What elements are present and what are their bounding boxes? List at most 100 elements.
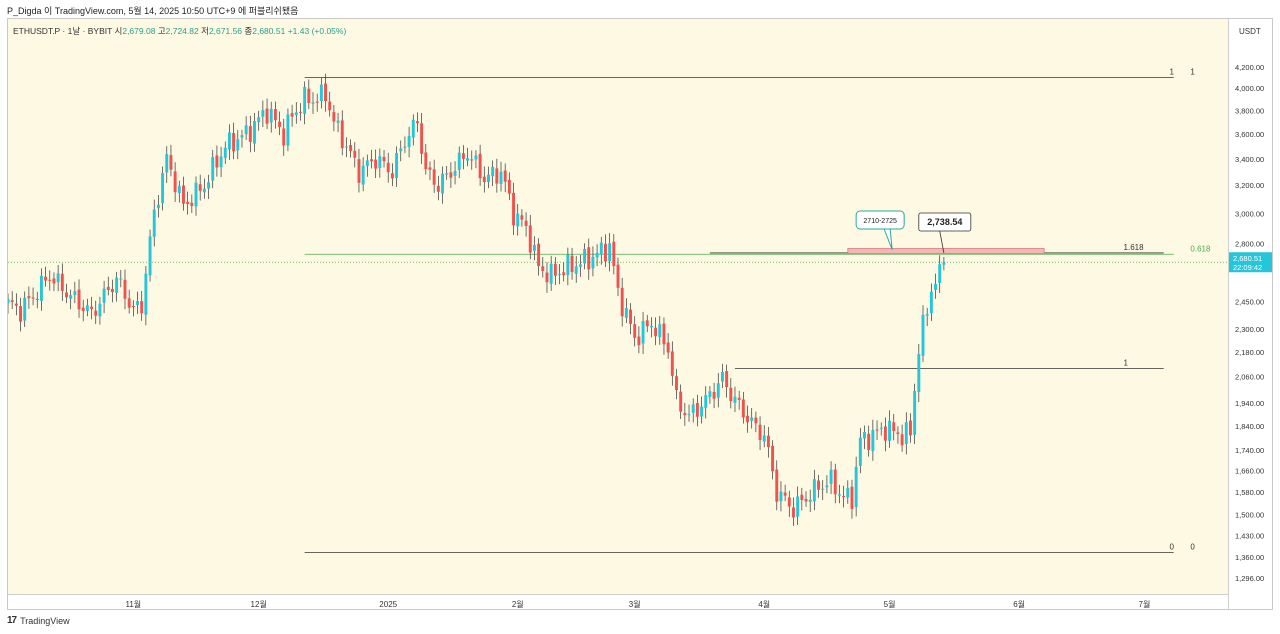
candle bbox=[750, 417, 754, 421]
price-callout-pointer bbox=[939, 230, 945, 254]
price-tick-label: 4,000.00 bbox=[1235, 84, 1264, 93]
candle bbox=[942, 262, 946, 265]
price-axis-ticks: 4,200.00 4,000.00 3,800.00 3,600.00 3,400.00… bbox=[1229, 63, 1272, 583]
candle bbox=[227, 132, 231, 150]
candle bbox=[461, 153, 465, 159]
candle bbox=[829, 469, 833, 484]
candle bbox=[424, 152, 428, 170]
candle bbox=[365, 160, 369, 167]
candle bbox=[131, 305, 135, 307]
candle bbox=[783, 492, 787, 496]
candle bbox=[746, 415, 749, 423]
candle bbox=[395, 152, 399, 178]
close-label: 종 bbox=[244, 26, 253, 36]
price-tick-label: 3,400.00 bbox=[1235, 155, 1264, 164]
candle bbox=[687, 414, 691, 416]
chart-container[interactable]: 1 1.618 1 0 1 0.618 0 2710-2725 2,738.54 ETHUSDT… bbox=[7, 18, 1273, 610]
candle bbox=[428, 167, 432, 170]
candle bbox=[106, 286, 110, 290]
candle bbox=[883, 426, 887, 441]
candle bbox=[420, 123, 424, 154]
candle bbox=[683, 413, 687, 416]
candlestick-chart[interactable]: 1 1.618 1 0 1 0.618 0 2710-2725 2,738.54 bbox=[8, 19, 1228, 594]
candle bbox=[8, 298, 10, 304]
candle bbox=[140, 301, 144, 314]
candle bbox=[532, 244, 536, 251]
zone-callout: 2710-2725 bbox=[855, 210, 905, 250]
candle bbox=[324, 83, 327, 102]
candle bbox=[19, 306, 22, 322]
candle bbox=[60, 273, 64, 291]
time-tick-label: 3월 bbox=[629, 599, 641, 609]
fib-right-label: 0.618 bbox=[1190, 244, 1211, 253]
candle bbox=[470, 159, 474, 161]
candle bbox=[169, 155, 173, 170]
time-tick-label: 11월 bbox=[126, 599, 142, 609]
candle bbox=[39, 275, 43, 301]
candle bbox=[315, 101, 319, 103]
candle bbox=[608, 243, 612, 262]
candle bbox=[662, 323, 666, 345]
candle bbox=[516, 213, 520, 227]
candle bbox=[528, 225, 532, 253]
candle bbox=[695, 402, 699, 417]
candle bbox=[211, 157, 215, 181]
time-tick-label: 7월 bbox=[1139, 599, 1151, 609]
candle bbox=[495, 168, 499, 184]
candle bbox=[144, 273, 148, 315]
candle bbox=[900, 434, 904, 446]
candle bbox=[152, 209, 156, 237]
candle bbox=[938, 264, 942, 283]
candle bbox=[115, 277, 119, 293]
candle bbox=[846, 487, 850, 498]
price-axis[interactable]: USDT 4,200.00 4,000.00 3,800.00 3,600.00 3,4… bbox=[1228, 19, 1272, 609]
candle bbox=[562, 272, 566, 276]
zone-callout-box bbox=[855, 210, 905, 230]
price-tick-label: 1,430.00 bbox=[1235, 531, 1264, 540]
footer-brand: 17 TradingView bbox=[7, 615, 70, 626]
plot-area[interactable]: 1 1.618 1 0 1 0.618 0 2710-2725 2,738.54 ETHUSDT… bbox=[8, 19, 1228, 594]
candle bbox=[762, 435, 766, 442]
candle bbox=[858, 437, 862, 466]
symbol-name: ETHUSDT.P · 1날 · BYBIT bbox=[13, 26, 113, 36]
candle bbox=[812, 479, 816, 502]
candle bbox=[261, 110, 265, 117]
candle bbox=[758, 424, 762, 440]
candle bbox=[69, 295, 73, 299]
candle bbox=[925, 314, 929, 316]
fib-ratio-label: 1.618 bbox=[1124, 243, 1145, 252]
close-value: 2,680.51 bbox=[252, 26, 286, 36]
candle bbox=[156, 204, 160, 209]
candle bbox=[357, 159, 361, 183]
candle bbox=[934, 283, 937, 290]
candle bbox=[23, 297, 27, 321]
currency-unit[interactable]: USDT bbox=[1239, 27, 1261, 36]
candle bbox=[90, 306, 94, 309]
candle bbox=[871, 430, 875, 452]
time-axis[interactable]: 11월 12월 2025 2월 3월 4월 5월 6월 7월 bbox=[8, 594, 1228, 609]
price-tick-label: 4,200.00 bbox=[1235, 63, 1264, 72]
candle bbox=[507, 179, 511, 194]
candle bbox=[825, 485, 829, 488]
tradingview-logo-icon: 17 bbox=[7, 615, 17, 626]
candle bbox=[708, 391, 712, 397]
price-tick-label: 2,800.00 bbox=[1235, 239, 1264, 248]
candle bbox=[65, 292, 68, 298]
candle bbox=[399, 148, 403, 152]
candle bbox=[432, 169, 436, 185]
candle bbox=[328, 101, 332, 111]
fib-right-label: 1 bbox=[1190, 67, 1195, 76]
candle bbox=[654, 327, 658, 337]
candle bbox=[223, 147, 227, 158]
last-price-tag bbox=[1229, 252, 1272, 273]
fib-ratio-label: 1 bbox=[1170, 67, 1175, 76]
candle bbox=[624, 308, 628, 318]
candle bbox=[704, 395, 708, 408]
candle bbox=[491, 166, 495, 177]
candle bbox=[482, 176, 486, 183]
high-label: 고 bbox=[157, 26, 166, 36]
candle bbox=[119, 278, 123, 280]
candle bbox=[407, 136, 411, 147]
candle bbox=[712, 391, 716, 399]
candle bbox=[487, 174, 490, 182]
